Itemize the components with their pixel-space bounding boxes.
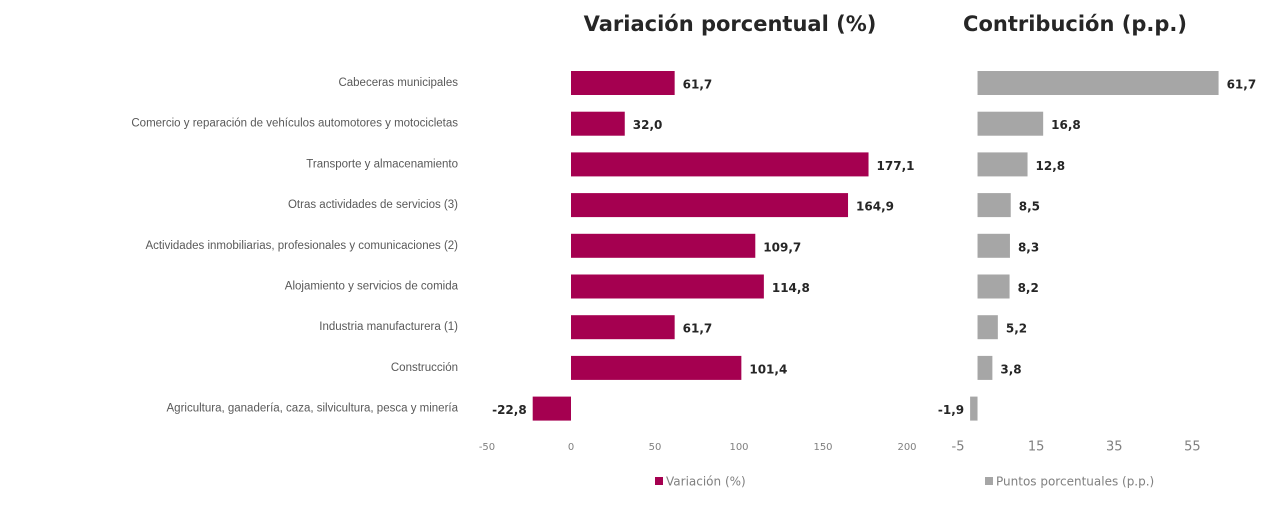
bar bbox=[977, 233, 1010, 258]
bar bbox=[571, 355, 742, 380]
bar bbox=[571, 71, 675, 95]
bar bbox=[977, 71, 1219, 95]
category-label: Agricultura, ganadería, caza, silvicultu… bbox=[167, 403, 459, 415]
value-label: 114,8 bbox=[772, 281, 810, 295]
value-label: 61,7 bbox=[1227, 78, 1257, 92]
category-label: Otras actividades de servicios (3) bbox=[288, 199, 458, 211]
value-label: 8,5 bbox=[1019, 200, 1040, 214]
bar bbox=[571, 193, 849, 218]
value-label: 8,2 bbox=[1018, 281, 1039, 295]
value-label: 32,0 bbox=[633, 118, 663, 132]
category-label: Cabeceras municipales bbox=[338, 77, 458, 89]
bar bbox=[977, 193, 1011, 218]
x-tick-label: 200 bbox=[897, 442, 916, 453]
bar bbox=[571, 315, 675, 340]
x-tick-label: 150 bbox=[813, 442, 832, 453]
value-label: 5,2 bbox=[1006, 322, 1027, 336]
value-label: 12,8 bbox=[1036, 159, 1066, 173]
x-tick-label: 50 bbox=[649, 442, 662, 453]
bar bbox=[977, 152, 1028, 177]
chart-title: Contribución (p.p.) bbox=[963, 12, 1187, 36]
bar bbox=[532, 396, 571, 421]
bar bbox=[977, 274, 1010, 299]
x-tick-label: -50 bbox=[479, 442, 495, 453]
x-tick-label: 35 bbox=[1106, 440, 1123, 455]
bar bbox=[571, 152, 869, 177]
category-label: Transporte y almacenamiento bbox=[306, 158, 458, 170]
value-label: 177,1 bbox=[877, 159, 915, 173]
value-label: 164,9 bbox=[856, 200, 894, 214]
x-tick-label: 100 bbox=[729, 442, 748, 453]
legend-label: Puntos porcentuales (p.p.) bbox=[996, 475, 1154, 489]
category-label: Industria manufacturera (1) bbox=[319, 321, 458, 333]
legend-swatch bbox=[985, 477, 993, 485]
bar bbox=[571, 111, 625, 136]
legend-label: Variación (%) bbox=[666, 475, 746, 489]
value-label: 61,7 bbox=[683, 78, 713, 92]
legend-swatch bbox=[655, 477, 663, 485]
value-label: 8,3 bbox=[1018, 240, 1039, 254]
category-label: Actividades inmobiliarias, profesionales… bbox=[145, 240, 458, 252]
value-label: -1,9 bbox=[938, 403, 964, 417]
value-label: 61,7 bbox=[683, 322, 713, 336]
category-label: Alojamiento y servicios de comida bbox=[285, 281, 459, 293]
x-tick-label: 55 bbox=[1184, 440, 1201, 455]
chart-title: Variación porcentual (%) bbox=[584, 12, 877, 36]
bar bbox=[970, 396, 978, 421]
category-label: Construcción bbox=[391, 362, 458, 374]
bar bbox=[977, 315, 998, 340]
bar bbox=[571, 233, 756, 258]
x-tick-label: -5 bbox=[952, 440, 965, 455]
value-label: -22,8 bbox=[492, 403, 527, 417]
bar bbox=[977, 111, 1044, 136]
category-label: Comercio y reparación de vehículos autom… bbox=[131, 118, 458, 130]
x-tick-label: 0 bbox=[568, 442, 574, 453]
value-label: 109,7 bbox=[763, 240, 801, 254]
value-label: 3,8 bbox=[1000, 362, 1021, 376]
value-label: 101,4 bbox=[749, 362, 787, 376]
x-tick-label: 15 bbox=[1028, 440, 1045, 455]
bar bbox=[571, 274, 764, 299]
bar bbox=[977, 355, 993, 380]
value-label: 16,8 bbox=[1051, 118, 1081, 132]
